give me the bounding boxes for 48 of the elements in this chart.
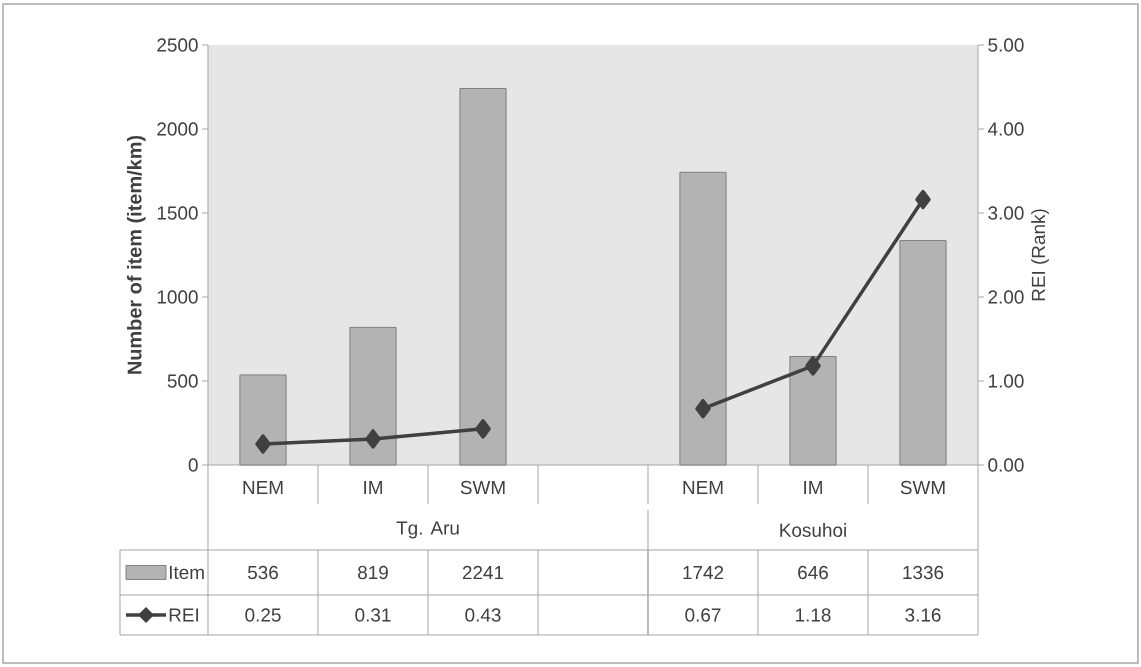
text: Tg. Aru: [396, 521, 459, 539]
x-tick-label: SWM: [900, 480, 945, 495]
y-tick-label: 500: [167, 374, 198, 388]
text: Kosuhoi: [780, 523, 846, 537]
data-label: 0.67: [685, 608, 721, 622]
point: [805, 356, 821, 376]
data-label: 0.43: [465, 608, 501, 622]
point: [475, 419, 491, 439]
y-tick-label: 0: [188, 458, 198, 472]
data-label: 3.16: [905, 608, 941, 622]
y2-tick-label: 5.00: [988, 38, 1024, 52]
x-tick-label: IM: [364, 480, 382, 494]
data-label: 2241: [462, 565, 504, 580]
data-label: 1.18: [796, 608, 831, 622]
data-label: 819: [358, 565, 388, 580]
point: [255, 434, 271, 454]
bar: [679, 171, 727, 466]
legend-label: REI: [169, 608, 199, 622]
point: [695, 398, 711, 419]
y-tick-label: 2000: [157, 122, 198, 136]
y-tick-label: 1000: [157, 290, 198, 304]
data-label: 1336: [903, 565, 944, 580]
y2-tick-label: 1.00: [988, 374, 1024, 388]
data-label: 536: [247, 565, 278, 580]
y-axis-title: Number of item (item/km): [126, 135, 146, 374]
data-label: 1742: [683, 565, 724, 580]
data-label: 0.25: [245, 608, 281, 622]
bar: [459, 88, 507, 466]
x-tick-label: NEM: [243, 480, 283, 494]
data-label: 0.31: [355, 608, 391, 622]
bar: [789, 355, 837, 466]
y2-tick-label: 4.00: [987, 122, 1024, 136]
bar: [899, 240, 947, 466]
bar: [239, 374, 287, 466]
data-label: 646: [798, 565, 828, 580]
y2-tick-label: 3.00: [988, 206, 1024, 220]
y2-axis-title: REI (Rank): [1031, 209, 1049, 301]
point: [915, 189, 931, 210]
x-tick-label: SWM: [460, 480, 505, 495]
y2-tick-label: 0.00: [988, 458, 1024, 472]
bar: [349, 326, 397, 466]
x-tick-label: IM: [804, 480, 822, 494]
legend-label: Item: [169, 565, 204, 580]
y-tick-label: 1500: [157, 206, 198, 220]
point: [365, 429, 381, 449]
y-tick-label: 2500: [157, 38, 198, 52]
x-tick-label: NEM: [683, 480, 723, 494]
y2-tick-label: 2.00: [988, 290, 1024, 304]
